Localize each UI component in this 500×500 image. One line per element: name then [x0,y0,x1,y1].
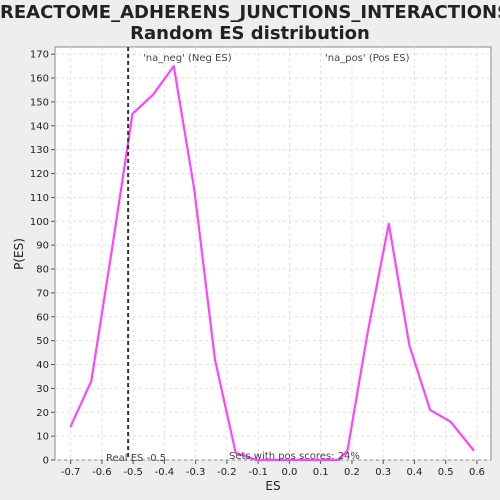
y-tick-label: 30 [36,384,49,395]
data-point [90,380,93,383]
neg-es-label: 'na_neg' (Neg ES) [143,53,232,64]
data-point [111,249,113,251]
y-tick-label: 160 [30,74,49,85]
y-tick-label: 60 [36,312,49,323]
pos-es-label: 'na_pos' (Pos ES) [325,53,410,64]
data-point [296,459,299,461]
x-tick-label: -0.6 [92,467,112,478]
y-tick-label: 20 [36,408,49,419]
data-point [387,222,390,225]
y-tick-label: 100 [30,217,49,228]
data-point [408,344,411,347]
x-tick-label: -0.2 [217,467,237,478]
y-tick-label: 110 [30,193,49,204]
data-point [255,459,258,461]
x-axis-label: ES [265,479,280,493]
x-tick-label: 0.2 [344,467,360,478]
x-tick-label: 0.0 [281,467,297,478]
x-tick-label: -0.1 [248,467,268,478]
y-tick-label: 130 [30,145,49,156]
x-tick-label: -0.4 [155,467,175,478]
y-tick-label: 80 [36,265,49,276]
y-tick-label: 0 [43,456,49,467]
chart-title: REACTOME_ADHERENS_JUNCTIONS_INTERACTIONS… [0,2,500,23]
y-axis-label: P(ES) [12,238,26,270]
y-tick-label: 40 [36,360,49,371]
x-tick-label: 0.1 [313,467,329,478]
data-point [193,189,196,192]
data-point [449,421,452,423]
data-point [69,425,72,428]
x-tick-label: -0.3 [186,467,206,478]
x-tick-label: -0.7 [61,467,81,478]
data-point [473,449,475,452]
data-point [214,358,216,361]
series-group [69,64,475,462]
x-tick-label: 0.3 [375,467,391,478]
data-point [317,459,319,461]
data-point [152,93,154,96]
data-point [429,409,431,411]
data-point [131,113,134,115]
y-tick-label: 50 [36,336,49,347]
y-tick-label: 10 [36,432,49,443]
x-axis-ticks: -0.7 -0.6 -0.5 -0.4 -0.3 -0.2 -0.1 0.0 0.1 0.2 0.3… [61,460,485,478]
data-point [234,452,237,454]
data-point [346,449,349,452]
x-tick-label: 0.6 [469,467,485,478]
y-tick-label: 120 [30,169,49,180]
real-es-label: Real ES -0.5 [106,453,166,464]
y-tick-label: 170 [30,50,49,61]
y-tick-label: 90 [36,241,49,252]
data-point [337,459,340,461]
y-tick-label: 150 [30,97,49,108]
data-point [276,459,278,461]
y-tick-label: 70 [36,288,49,299]
y-axis-ticks: 0 10 20 30 40 50 60 70 80 90 100 110 120 130 140 150 160… [30,50,55,467]
x-tick-label: 0.4 [406,467,422,478]
x-tick-label: -0.5 [123,467,143,478]
y-tick-label: 140 [30,121,49,132]
chart-subtitle: Random ES distribution [130,23,370,44]
x-tick-label: 0.5 [438,467,454,478]
pos-scores-text: Sets with pos scores: 24% [229,451,360,462]
data-point [366,332,369,335]
data-point [172,65,175,67]
